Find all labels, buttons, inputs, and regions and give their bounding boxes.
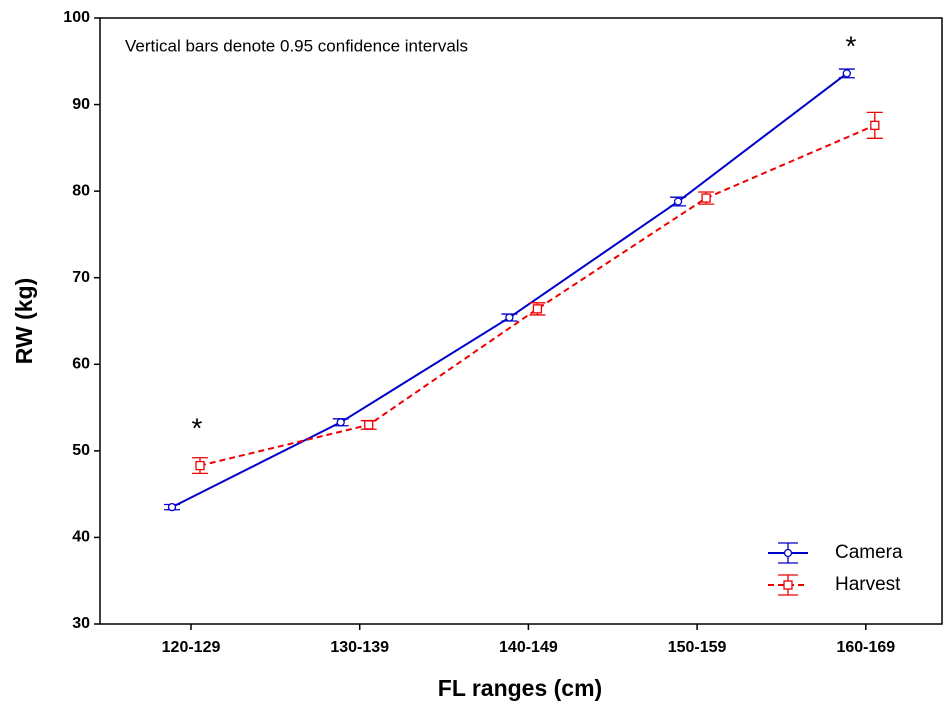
annotation: * [192,412,203,443]
x-tick-label: 150-159 [668,639,727,656]
point [336,418,345,427]
legend-marker [783,548,793,558]
legend-label: Camera [835,542,903,563]
y-tick-label: 40 [72,529,90,546]
x-tick-label: 160-169 [836,639,895,656]
y-tick-label: 80 [72,182,90,199]
annotation: Vertical bars denote 0.95 confidence int… [125,36,468,55]
x-axis-title: FL ranges (cm) [438,675,602,701]
point [167,502,177,512]
point [195,460,205,471]
legend-label: Harvest [835,574,901,595]
y-tick-label: 30 [72,615,90,632]
series-line [199,124,876,467]
point [842,69,851,78]
y-tick-label: 60 [72,356,90,373]
x-tick-label: 120-129 [162,639,221,656]
y-tick-label: 100 [63,9,90,26]
y-tick-label: 90 [72,96,90,113]
x-tick-label: 130-139 [330,639,389,656]
y-axis-title: RW (kg) [11,278,37,364]
y-tick-label: 50 [72,442,90,459]
plot-frame [99,17,943,625]
point [673,197,683,206]
annotation: * [846,30,857,61]
point [870,120,880,130]
point [701,193,711,203]
point [532,304,543,314]
y-tick-label: 70 [72,269,90,286]
point [364,420,374,430]
series-line [171,72,848,509]
point [505,313,514,322]
x-tick-label: 140-149 [499,639,558,656]
legend-marker [783,580,793,590]
